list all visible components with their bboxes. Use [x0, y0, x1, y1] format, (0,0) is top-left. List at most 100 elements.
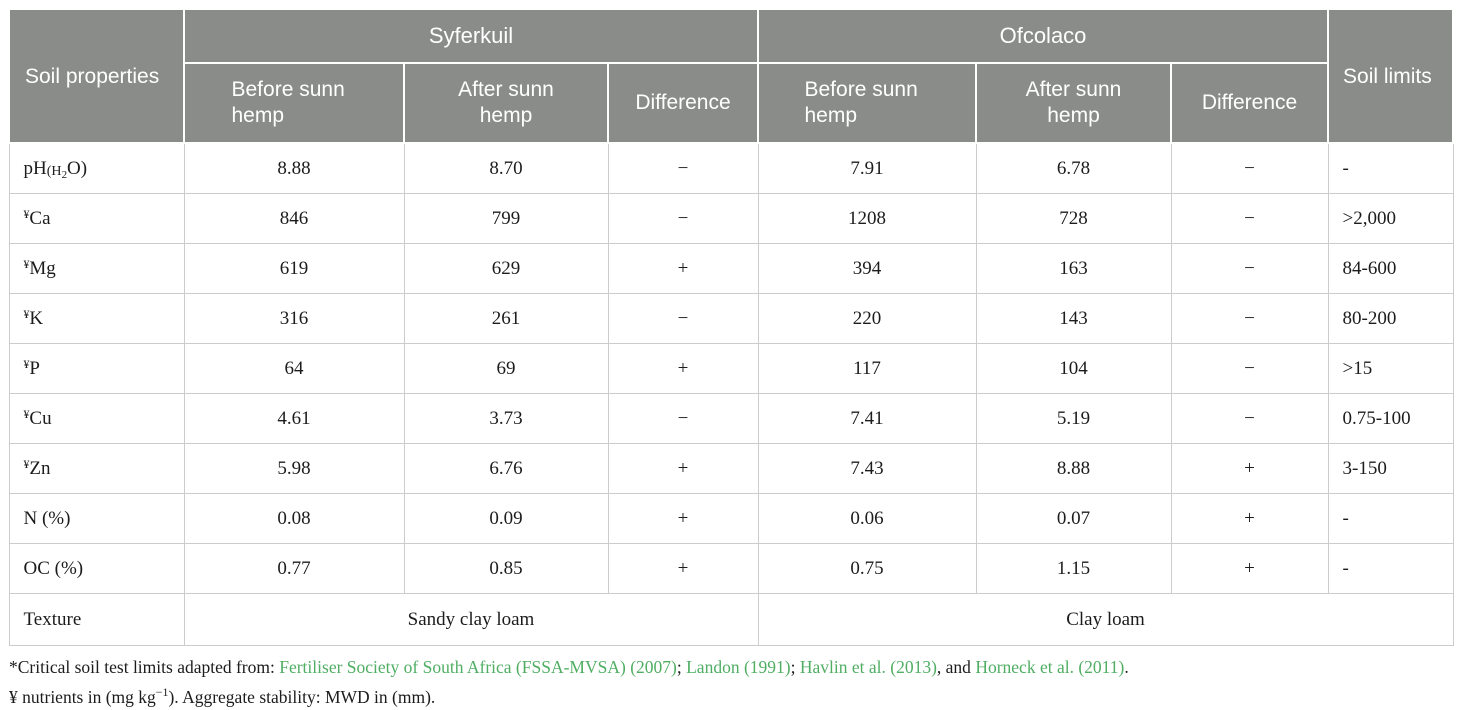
value-cell: 220: [757, 293, 977, 344]
value-cell: +: [1170, 543, 1329, 594]
table-row: ¥P 64 69 +117 104− >15: [8, 343, 1454, 394]
value-cell: 8.88: [183, 142, 405, 194]
footnotes: *Critical soil test limits adapted from:…: [9, 655, 1460, 710]
col-header-label: After sunn hemp: [458, 78, 554, 127]
soil-properties-table: Soil properties Syferkuil Ofcolaco Soil …: [8, 8, 1455, 646]
value-cell: −: [1170, 393, 1329, 444]
value-cell: 0.09: [403, 493, 609, 544]
value-cell: 143: [975, 293, 1172, 344]
soil-limit-cell: -: [1327, 543, 1454, 594]
row-label: ¥Zn: [8, 443, 185, 494]
table-row: ¥K 316 261−220 143−80-200: [8, 293, 1454, 344]
table-row: N (%) 0.08 0.09 +0.06 0.07 + -: [8, 493, 1454, 544]
value-cell: 0.07: [975, 493, 1172, 544]
table-row: ¥Mg 619 629 +394 163−84-600: [8, 243, 1454, 294]
col-header-label: Before sunn hemp: [231, 78, 345, 127]
yen-superscript: ¥: [23, 458, 30, 472]
value-cell: 4.61: [183, 393, 405, 444]
citation-link[interactable]: Landon (1991): [686, 657, 791, 677]
citation-link[interactable]: Horneck et al. (2011): [975, 657, 1125, 677]
value-cell: 5.98: [183, 443, 405, 494]
value-cell: +: [1170, 493, 1329, 544]
col-header-ofcolaco-after: After sunn hemp: [975, 62, 1172, 144]
soil-limit-cell: -: [1327, 142, 1454, 194]
row-label: OC (%): [8, 543, 185, 594]
table-body: pH(H2O) 8.88 8.70−7.91 6.78− - ¥Ca 846 799−1208…: [8, 142, 1454, 646]
yen-superscript: ¥: [23, 208, 30, 222]
col-header-label: Before sunn hemp: [804, 78, 918, 127]
value-cell: 5.19: [975, 393, 1172, 444]
citation-link[interactable]: Havlin et al. (2013): [799, 657, 937, 677]
value-cell: 64: [183, 343, 405, 394]
value-cell: 6.78: [975, 142, 1172, 194]
value-cell: +: [607, 243, 759, 294]
header-group-row: Soil properties Syferkuil Ofcolaco Soil …: [8, 8, 1455, 144]
value-cell: −: [607, 142, 759, 194]
col-header-syferkuil-after: After sunn hemp: [403, 62, 609, 144]
value-cell: 619: [183, 243, 405, 294]
header-sub-row: Before sunn hemp After sunn hemp Differe…: [9, 62, 1453, 144]
value-cell: +: [607, 493, 759, 544]
value-cell: 316: [183, 293, 405, 344]
footnote-units: ¥ nutrients in (mg kg−1). Aggregate stab…: [9, 685, 436, 707]
value-cell: 1208: [757, 193, 977, 244]
soil-limit-cell: 0.75-100: [1327, 393, 1454, 444]
table-row: ¥Cu 4.61 3.73−7.41 5.19−0.75-100: [8, 393, 1454, 444]
col-group-syferkuil: Syferkuil: [183, 8, 759, 64]
soil-limit-cell: 3-150: [1327, 443, 1454, 494]
row-label: ¥Ca: [8, 193, 185, 244]
citation-link[interactable]: Fertiliser Society of South Africa (FSSA…: [279, 657, 677, 677]
col-header-soil-limits: Soil limits: [1327, 8, 1455, 144]
value-cell: −: [1170, 142, 1329, 194]
value-cell: +: [607, 443, 759, 494]
value-cell: 7.91: [757, 142, 977, 194]
value-cell: 799: [403, 193, 609, 244]
value-cell: 0.85: [403, 543, 609, 594]
value-cell: 728: [975, 193, 1172, 244]
table-row: ¥Zn 5.98 6.76 +7.43 8.88 +3-150: [8, 443, 1454, 494]
value-cell: 0.08: [183, 493, 405, 544]
value-cell: 0.75: [757, 543, 977, 594]
value-cell: −: [1170, 293, 1329, 344]
texture-ofcolaco: Clay loam: [757, 593, 1454, 646]
footnote-text: ;: [790, 657, 800, 677]
col-header-label: Difference: [635, 91, 731, 114]
value-cell: 104: [975, 343, 1172, 394]
value-cell: −: [1170, 193, 1329, 244]
value-cell: 0.06: [757, 493, 977, 544]
soil-limit-cell: -: [1327, 493, 1454, 544]
footnote-text: .: [1124, 657, 1129, 677]
col-header-syferkuil-difference: Difference: [607, 62, 759, 144]
value-cell: 1.15: [975, 543, 1172, 594]
value-cell: −: [607, 193, 759, 244]
value-cell: 69: [403, 343, 609, 394]
value-cell: 0.77: [183, 543, 405, 594]
value-cell: 7.43: [757, 443, 977, 494]
yen-superscript: ¥: [23, 258, 30, 272]
value-cell: 629: [403, 243, 609, 294]
value-cell: 394: [757, 243, 977, 294]
value-cell: 6.76: [403, 443, 609, 494]
value-cell: 261: [403, 293, 609, 344]
value-cell: 117: [757, 343, 977, 394]
table-row: pH(H2O) 8.88 8.70−7.91 6.78− -: [8, 142, 1454, 194]
col-header-syferkuil-before: Before sunn hemp: [183, 62, 405, 144]
value-cell: +: [607, 543, 759, 594]
col-header-label: Difference: [1201, 91, 1298, 114]
col-header-label: After sunn hemp: [1025, 78, 1122, 127]
row-label: N (%): [8, 493, 185, 544]
col-header-ofcolaco-before: Before sunn hemp: [757, 62, 977, 144]
footnote-text: ;: [676, 657, 687, 677]
table-row: Texture Sandy clay loam Clay loam: [8, 593, 1454, 646]
row-label: ¥Mg: [8, 243, 185, 294]
table-figure: Soil properties Syferkuil Ofcolaco Soil …: [0, 8, 1460, 707]
yen-superscript: ¥: [23, 308, 30, 322]
texture-syferkuil: Sandy clay loam: [183, 593, 759, 646]
value-cell: −: [607, 293, 759, 344]
soil-limit-cell: 80-200: [1327, 293, 1454, 344]
table-row: OC (%) 0.77 0.85 +0.75 1.15 + -: [8, 543, 1454, 594]
yen-superscript: ¥: [23, 408, 30, 422]
exponent: −1: [155, 685, 169, 699]
value-cell: 163: [975, 243, 1172, 294]
row-label: ¥Cu: [8, 393, 185, 444]
